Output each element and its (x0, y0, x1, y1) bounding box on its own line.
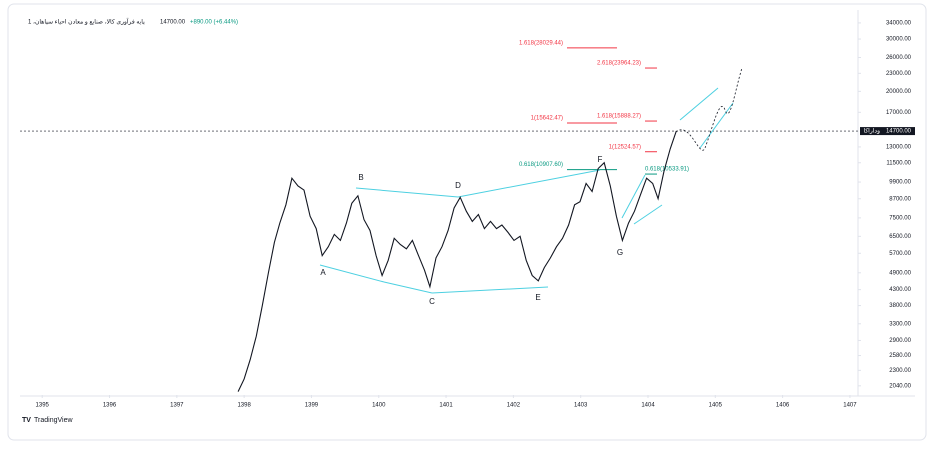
y-tick-label: 6500.00 (889, 234, 911, 240)
symbol-tag: وداراکا (864, 128, 881, 135)
y-tick-label: 20000.00 (886, 89, 912, 95)
y-tick-label: 23000.00 (886, 71, 912, 77)
wave-label: E (535, 293, 540, 302)
y-tick-label: 3300.00 (889, 321, 911, 327)
y-tick-label: 13000.00 (886, 145, 912, 151)
fib-label: 1(12524.57) (609, 144, 641, 150)
last-price-box (860, 127, 915, 136)
price-line (237, 130, 677, 392)
change: +890.00 (+6.44%) (190, 20, 238, 26)
last-price-label: 14700.00 (886, 129, 912, 135)
y-tick-label: 30000.00 (886, 37, 912, 43)
x-tick-label: 1401 (439, 403, 453, 409)
y-tick-label: 17000.00 (886, 110, 912, 116)
frame (7, 3, 927, 441)
y-tick-label: 7500.00 (889, 215, 911, 221)
y-tick-label: 9900.00 (889, 180, 911, 186)
x-tick-label: 1400 (372, 403, 386, 409)
y-tick-label: 3800.00 (889, 303, 911, 309)
x-tick-label: 1406 (776, 403, 790, 409)
trend-line (621, 174, 646, 219)
price: 14700.00 (160, 20, 186, 26)
wave-label: D (455, 181, 461, 190)
y-tick-label: 11500.00 (886, 160, 911, 166)
y-tick-label: 5700.00 (889, 251, 911, 257)
y-tick-label: 4300.00 (889, 287, 911, 293)
x-tick-label: 1398 (237, 403, 251, 409)
chart-title: پایه فرآوری کالا، صنایع و معادن احیاء سپ… (28, 18, 145, 26)
wave-label: C (429, 297, 435, 306)
y-tick-label: 2900.00 (889, 338, 911, 344)
fib-label: 0.618(10533.91) (645, 167, 689, 173)
trend-line (431, 286, 549, 294)
y-tick-label: 2580.00 (889, 353, 911, 359)
brand: TradingView (34, 417, 73, 424)
wave-label: F (598, 155, 603, 164)
x-tick-label: 1404 (641, 403, 655, 409)
trend-line (355, 187, 459, 198)
trend-line (319, 264, 385, 283)
wave-label: A (320, 268, 326, 277)
trend-line (679, 87, 719, 121)
y-tick-label: 34000.00 (886, 20, 912, 26)
x-tick-label: 1402 (507, 403, 521, 409)
brand-logo: TV (22, 417, 31, 424)
trend-line (383, 281, 433, 294)
fib-label: 1(15642.47) (531, 116, 563, 122)
x-tick-label: 1397 (170, 403, 184, 409)
wave-label: G (617, 248, 623, 257)
trend-line (457, 169, 601, 198)
y-tick-label: 26000.00 (886, 55, 912, 61)
x-tick-label: 1396 (103, 403, 117, 409)
y-tick-label: 2040.00 (889, 383, 911, 389)
wave-label: B (358, 173, 363, 182)
trend-line (699, 102, 734, 149)
fib-label: 2.618(23964.23) (597, 61, 641, 67)
x-tick-label: 1403 (574, 403, 588, 409)
fib-label: 1.618(28029.44) (519, 40, 563, 46)
x-tick-label: 1395 (36, 403, 50, 409)
fib-label: 0.618(10907.60) (519, 162, 563, 168)
trend-line (633, 204, 663, 225)
x-tick-label: 1405 (709, 403, 723, 409)
projection (675, 67, 743, 151)
y-tick-label: 8700.00 (889, 196, 911, 202)
fib-label: 1.618(15888.27) (597, 114, 641, 120)
y-tick-label: 2300.00 (889, 368, 911, 374)
y-tick-label: 4900.00 (889, 270, 911, 276)
x-tick-label: 1399 (305, 403, 319, 409)
x-tick-label: 1407 (843, 403, 857, 409)
